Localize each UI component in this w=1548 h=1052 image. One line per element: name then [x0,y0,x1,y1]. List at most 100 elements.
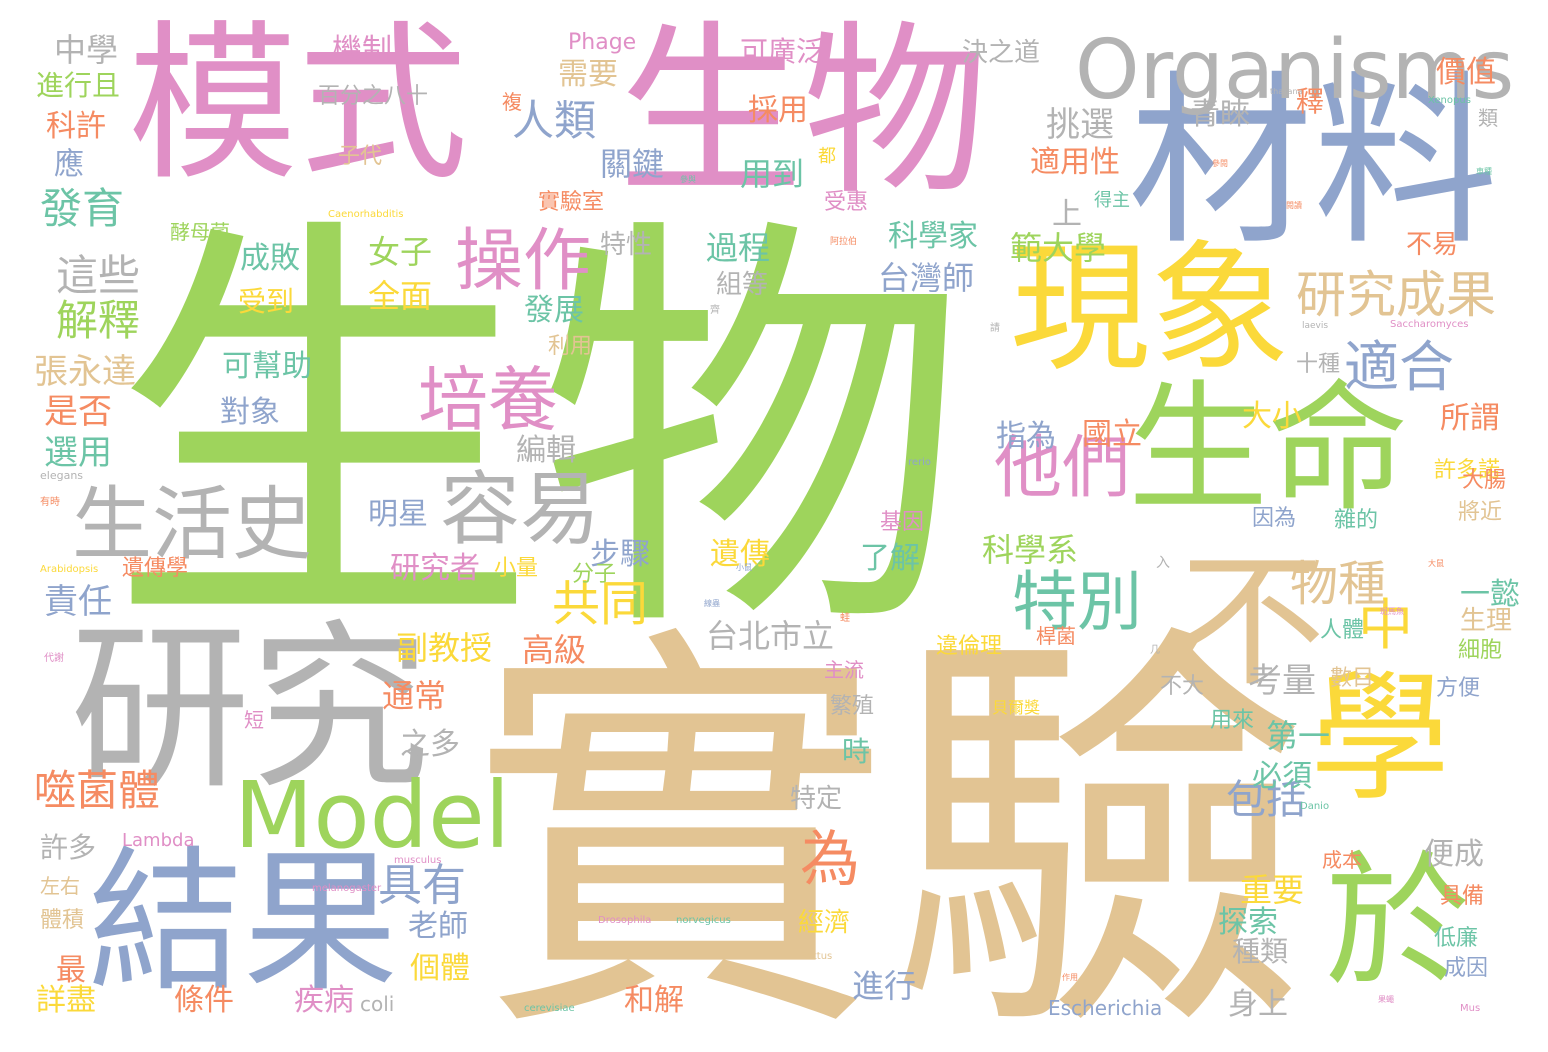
cloud-word: 科許 [46,109,106,144]
cloud-word: 基因 [880,510,925,535]
cloud-word: elegans [40,469,84,482]
cloud-word: 遺傳學 [122,556,189,581]
cloud-word: 模式 [128,6,469,204]
cloud-word: 許多 [40,831,97,864]
cloud-word: 左右 [40,874,80,898]
cloud-word: 入 [1156,555,1170,571]
cloud-word: 特別 [1012,565,1143,640]
cloud-word: 類 [1478,106,1498,130]
cloud-word: 現象 [1010,228,1291,391]
cloud-word: 最 [56,953,86,988]
cloud-word: 中 [1358,593,1414,657]
cloud-word: 經濟 [798,908,851,938]
cloud-word: Caenorhabditis [328,209,404,220]
cloud-word: 蛙 [840,613,850,624]
cloud-word: 共同 [552,576,649,632]
cloud-word: 和解 [624,983,684,1018]
cloud-word: 組等 [716,270,769,300]
cloud-word: 步驟 [590,537,650,572]
cloud-word: 受惠 [824,190,869,215]
cloud-word: 一懿 [1460,577,1520,612]
cloud-word: 決之道 [962,38,1041,68]
cloud-word: 斑馬魚 [1380,607,1404,616]
cloud-word: 研究 [70,605,431,814]
cloud-word: 國立 [1082,417,1142,452]
cloud-word: 需要 [558,57,618,92]
cloud-word: 得主 [1094,190,1130,211]
cloud-word: 高級 [522,631,587,669]
cloud-word: 桿菌 [1036,624,1076,648]
cloud-word: 是否 [44,392,112,432]
cloud-word: 包括 [1226,777,1306,823]
cloud-word: 將近 [1458,500,1503,525]
cloud-word: 成因 [1444,956,1489,981]
cloud-word: rerio [908,457,932,468]
cloud-word: thaliana [1270,87,1303,96]
cloud-word: 探索 [1218,905,1278,940]
cloud-word: 範大學 [1010,229,1107,267]
cloud-word: 操作 [455,222,592,301]
cloud-word: 具備 [1440,884,1485,909]
cloud-word: 台灣師 [878,259,975,297]
cloud-word: Phage [568,30,637,55]
cloud-word: melanogaster [312,883,382,894]
cloud-word: 選用 [44,433,112,473]
cloud-word: 子代 [338,144,383,169]
cloud-word: 採用 [748,93,808,128]
cloud-word: 雜的 [1334,508,1379,533]
cloud-word: 生命 [1128,368,1409,531]
cloud-word: 小鼠 [736,563,752,572]
cloud-word: 遺傳 [710,537,770,572]
cloud-word: 科學系 [982,531,1079,569]
cloud-word: 中學 [54,31,119,69]
cloud-word: 方便 [1436,676,1481,701]
cloud-word: 研究者 [390,551,480,586]
cloud-word: 指為 [996,419,1056,454]
cloud-word: 條件 [174,983,234,1018]
cloud-word: laevis [1302,321,1329,331]
cloud-word: Model [234,762,511,869]
cloud-word: 具有 [378,860,466,911]
cloud-word: 關鍵 [600,145,665,183]
cloud-word: 噬菌體 [34,766,161,815]
cloud-word: 大鼠 [1428,559,1444,568]
cloud-word: Danio [1300,801,1330,812]
cloud-word: 適合 [1344,335,1455,399]
cloud-word: 他們 [994,429,1131,508]
cloud-word: 這些 [56,251,141,300]
cloud-word: 生物 [618,4,988,220]
cloud-word: 所謂 [1440,401,1500,436]
cloud-word: 閱讀 [1286,201,1302,210]
cloud-word: 材料 [1128,54,1498,270]
cloud-word: 阿拉伯 [830,237,858,247]
cloud-word: 作用 [1062,973,1078,982]
cloud-word: 上 [1052,197,1082,232]
cloud-word: 几 [1150,645,1160,656]
cloud-word: 生物 [108,185,968,685]
cloud-word: 實驗室 [538,190,605,215]
cloud-word: 於 [1325,838,1470,1007]
cloud-word: 許多諾 [1434,458,1501,483]
cloud-word: Xenopus [1428,95,1471,106]
cloud-word: 適用性 [1030,145,1120,180]
cloud-word: 發展 [524,293,584,328]
cloud-word: 複 [502,90,522,114]
cloud-word: Rattus [800,951,833,962]
cloud-word: 重要 [1240,871,1305,909]
cloud-word: 價值 [1436,55,1496,90]
cloud-word: 繁殖 [830,694,875,719]
cloud-word: 考量 [1248,661,1316,701]
cloud-word: 用到 [740,155,805,193]
cloud-word: 特定 [790,784,843,814]
cloud-word: 齊 [710,305,720,316]
cloud-word: 第一 [1266,717,1331,755]
cloud-word: 小量 [494,556,539,581]
cloud-word: 台北市立 [706,617,835,655]
cloud-word: 生理 [1460,606,1513,636]
cloud-word: 代謝 [44,653,64,664]
cloud-word: 進行且 [36,69,121,102]
cloud-word: Lambda [122,830,195,851]
cloud-word: 了解 [860,541,920,576]
cloud-word: 人體 [1320,618,1365,643]
